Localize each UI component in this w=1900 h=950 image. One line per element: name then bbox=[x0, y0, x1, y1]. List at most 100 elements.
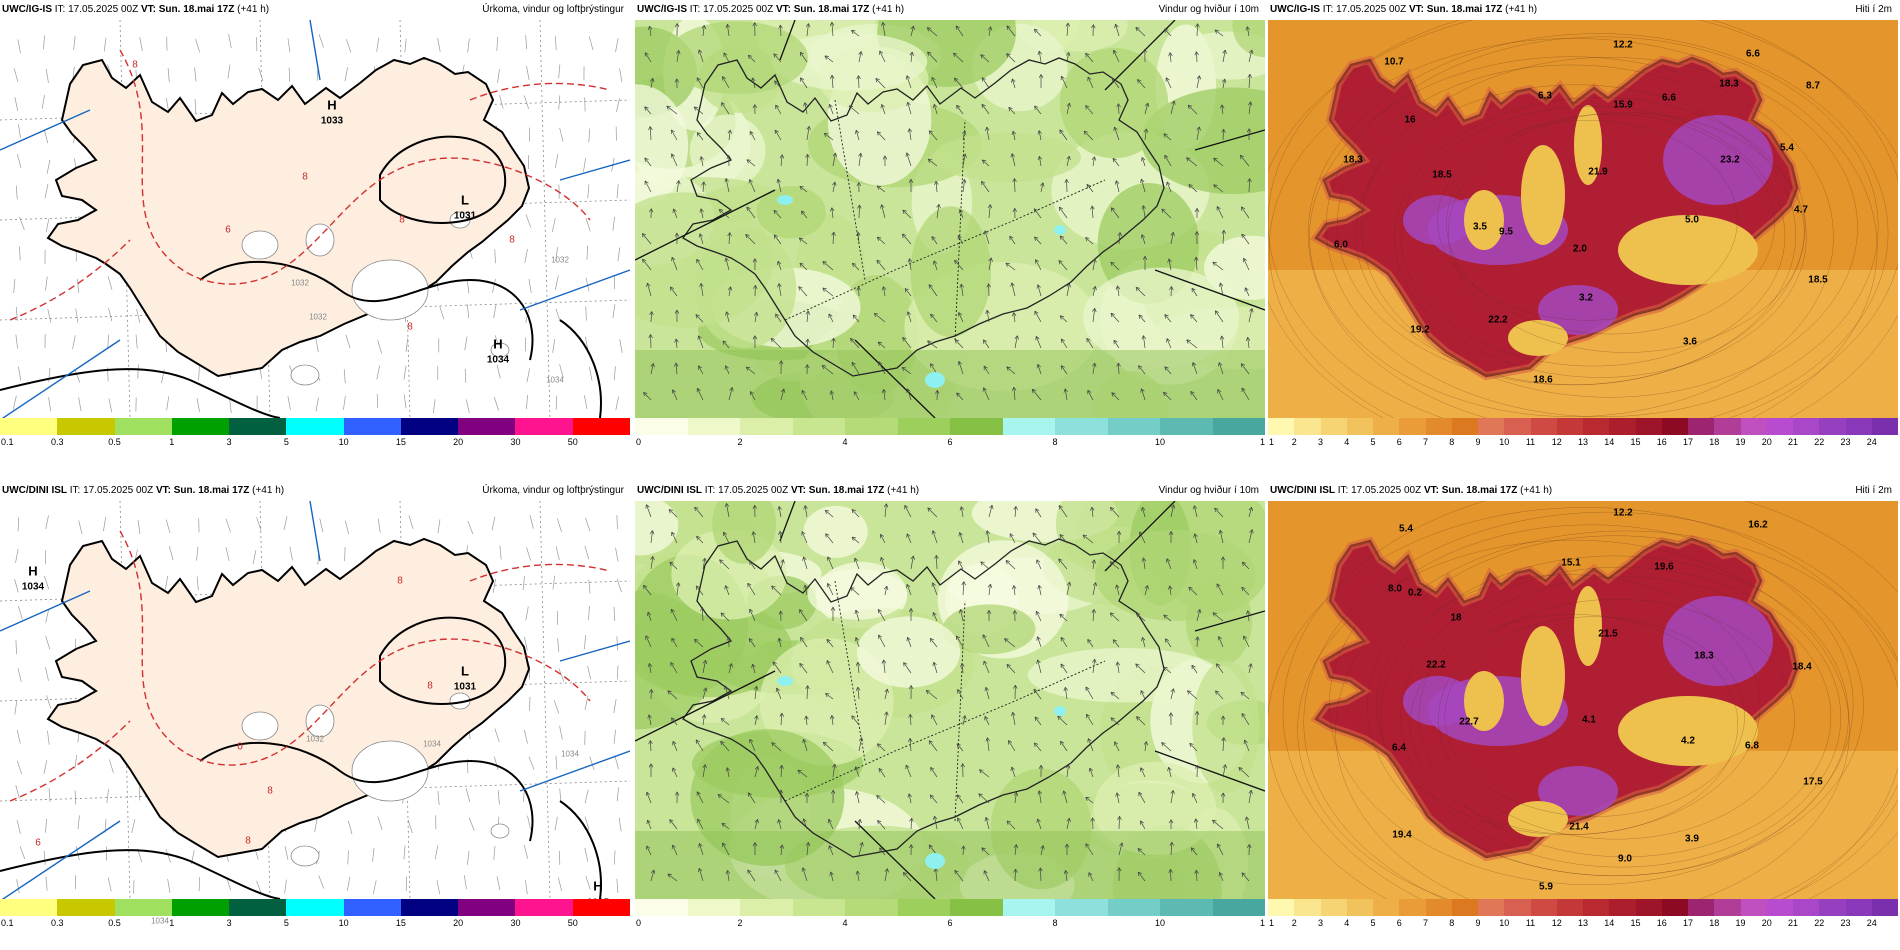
colorbar-tick: 0.1 bbox=[1, 437, 14, 447]
map-label: 1031 bbox=[453, 681, 477, 693]
glacier bbox=[305, 223, 335, 257]
colorbar-ticks: 0.1 0.3 0.5 1 3 5 10 15 20 30 50 bbox=[0, 436, 630, 450]
colorbar-tick: 3 bbox=[1317, 918, 1324, 928]
colorbar-swatch bbox=[1504, 899, 1531, 916]
map-label: 4.1 bbox=[1582, 714, 1596, 726]
map-label: 5.4 bbox=[1780, 142, 1794, 154]
colorbar-swatch bbox=[458, 418, 516, 435]
it-label: IT: bbox=[1337, 485, 1349, 496]
colorbar-swatch bbox=[1845, 418, 1872, 435]
map-label: 8 bbox=[427, 680, 433, 692]
vt-value: Sun. 18.mai 17Z bbox=[173, 485, 250, 496]
vt-value: Sun. 18.mai 17Z bbox=[793, 4, 870, 15]
colorbar-tick: 16 bbox=[1656, 437, 1667, 447]
vt-label: VT: bbox=[1423, 485, 1439, 496]
map-label: 1032 bbox=[309, 312, 327, 322]
panel-header: UWC/DINI ISL IT: 17.05.2025 00Z VT: Sun.… bbox=[635, 481, 1265, 501]
colorbar-swatch bbox=[1346, 899, 1373, 916]
colorbar-swatch bbox=[1451, 418, 1478, 435]
colorbar-swatch bbox=[1819, 418, 1846, 435]
colorbar-tick: 19 bbox=[1735, 437, 1746, 447]
it-label: IT: bbox=[54, 4, 66, 15]
colorbar-tick: 23 bbox=[1840, 437, 1851, 447]
colorbar bbox=[1268, 418, 1898, 435]
map-label: 18.6 bbox=[1533, 374, 1553, 386]
colorbar-swatch bbox=[1609, 899, 1636, 916]
isobars bbox=[0, 135, 602, 418]
colorbar-swatch bbox=[897, 899, 950, 916]
colorbar-tick: 18 bbox=[1709, 437, 1720, 447]
colorbar-tick: 2 bbox=[1291, 437, 1297, 447]
colorbar-swatch bbox=[572, 418, 630, 435]
colorbar-tick: 0.5 bbox=[108, 437, 121, 447]
colorbar-tick: 0.1 bbox=[1, 918, 14, 928]
glacier bbox=[351, 740, 429, 802]
map-label: 3.5 bbox=[1473, 221, 1487, 233]
map-label: 1033 bbox=[320, 115, 344, 127]
map-label: 3.9 bbox=[1685, 833, 1699, 845]
map-svg bbox=[1268, 501, 1898, 899]
map-label: 1034 bbox=[151, 916, 169, 926]
map-panel-precip: UWC/DINI ISL IT: 17.05.2025 00Z VT: Sun.… bbox=[0, 481, 630, 941]
vt-value: Sun. 18.mai 17Z bbox=[1426, 4, 1503, 15]
colorbar-swatch bbox=[740, 418, 793, 435]
lead-time: (+41 h) bbox=[1505, 4, 1538, 15]
map-label: 6.0 bbox=[1334, 239, 1348, 251]
map-svg bbox=[0, 501, 630, 899]
colorbar-tick: 15 bbox=[1630, 437, 1641, 447]
glacier bbox=[290, 364, 320, 386]
run-info: UWC/IG-IS IT: 17.05.2025 00Z VT: Sun. 18… bbox=[2, 0, 269, 20]
map-label: 22.7 bbox=[1459, 716, 1479, 728]
colorbar-swatch bbox=[400, 418, 459, 435]
gust-patch bbox=[777, 195, 793, 205]
vt-value: Sun. 18.mai 17Z bbox=[808, 485, 885, 496]
cool-highlands bbox=[1464, 586, 1758, 837]
map-label: 1032 bbox=[291, 278, 309, 288]
map-label: 19.2 bbox=[1410, 324, 1430, 336]
map-label: 21.5 bbox=[1598, 628, 1618, 640]
colorbar-tick: 6 bbox=[1396, 918, 1402, 928]
colorbar-swatch bbox=[635, 899, 688, 916]
colorbar-tick: 8 bbox=[1052, 918, 1058, 928]
map-label: 18.4 bbox=[1792, 661, 1812, 673]
map-label: 3.6 bbox=[1683, 336, 1697, 348]
colorbar-tick: 21 bbox=[1787, 437, 1799, 447]
colorbar-tick: 3 bbox=[226, 437, 232, 447]
colorbar bbox=[0, 418, 630, 435]
vt-label: VT: bbox=[790, 485, 806, 496]
precip-contours bbox=[9, 530, 611, 802]
colorbar-swatch bbox=[0, 418, 58, 435]
front-lines bbox=[0, 20, 630, 418]
colorbar-tick: 50 bbox=[567, 918, 578, 928]
colorbar-tick: 10 bbox=[1154, 437, 1166, 447]
colorbar-swatch bbox=[1530, 899, 1557, 916]
run-info: UWC/DINI ISL IT: 17.05.2025 00Z VT: Sun.… bbox=[2, 481, 284, 501]
colorbar-tick: 23 bbox=[1840, 918, 1851, 928]
colorbar-ticks: 0 2 4 6 8 10 12 bbox=[635, 917, 1265, 931]
colorbar-swatch bbox=[1160, 418, 1213, 435]
map-label: 6.6 bbox=[1746, 48, 1760, 60]
map-svg bbox=[1268, 20, 1898, 418]
colorbar-swatch bbox=[1055, 418, 1108, 435]
panel-title: Úrkoma, vindur og loftþrýstingur bbox=[482, 485, 624, 496]
map-panel-temp: UWC/DINI ISL IT: 17.05.2025 00Z VT: Sun.… bbox=[1268, 481, 1898, 941]
colorbar-swatch bbox=[1268, 899, 1295, 916]
model-name: UWC/IG-IS bbox=[637, 4, 687, 15]
colorbar-tick: 9 bbox=[1475, 437, 1481, 447]
map-label: 12.2 bbox=[1613, 507, 1633, 519]
colorbar-tick: 9 bbox=[1475, 918, 1481, 928]
colorbar-swatch bbox=[57, 418, 115, 435]
colorbar-tick: 8 bbox=[1449, 918, 1455, 928]
colorbar-swatch bbox=[1425, 899, 1452, 916]
it-value: 17.05.2025 00Z bbox=[1351, 485, 1422, 496]
map-label: 6 bbox=[225, 224, 231, 236]
vt-label: VT: bbox=[140, 4, 156, 15]
it-label: IT: bbox=[689, 4, 701, 15]
colorbar-swatch bbox=[950, 899, 1003, 916]
front-lines bbox=[0, 501, 630, 899]
map-label: 18.3 bbox=[1719, 78, 1739, 90]
colorbar-swatch bbox=[1871, 899, 1898, 916]
colorbar-swatch bbox=[1583, 899, 1610, 916]
panel-header: UWC/DINI ISL IT: 17.05.2025 00Z VT: Sun.… bbox=[0, 481, 630, 501]
colorbar-swatch bbox=[1688, 418, 1715, 435]
